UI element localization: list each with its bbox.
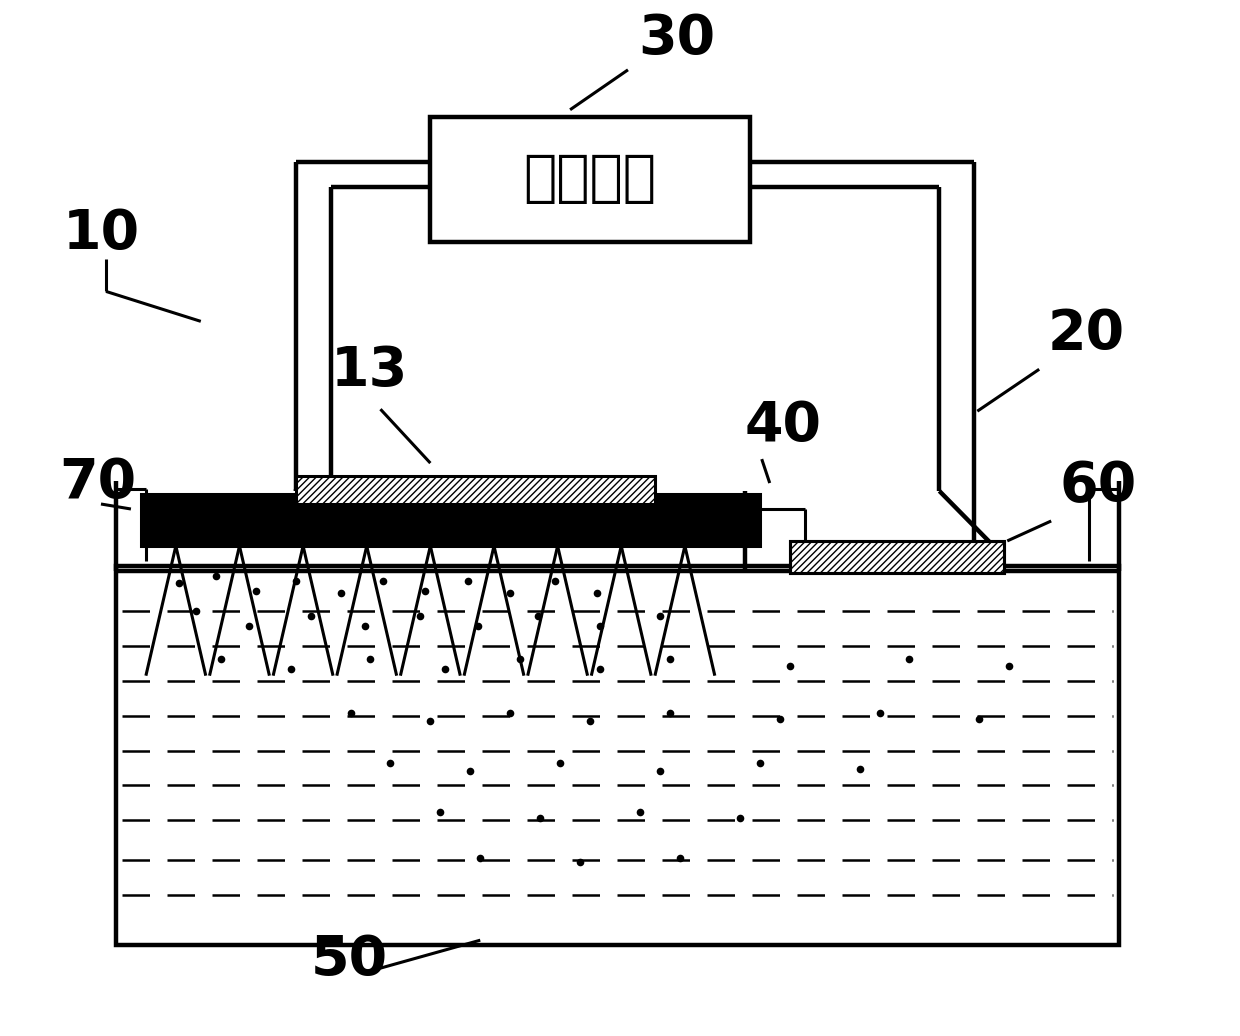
Bar: [790, 541, 1004, 573]
Text: 10: 10: [63, 207, 140, 261]
Text: 60: 60: [1059, 459, 1136, 513]
Bar: [117, 566, 1118, 945]
Bar: [430, 117, 750, 241]
Text: 13: 13: [331, 344, 408, 398]
Bar: [141, 494, 760, 546]
Text: 直流电源: 直流电源: [523, 152, 656, 206]
Text: 40: 40: [745, 399, 822, 453]
Text: 70: 70: [60, 456, 136, 510]
Text: 50: 50: [310, 933, 388, 987]
Bar: [790, 541, 1004, 573]
Text: 20: 20: [1048, 308, 1125, 362]
Bar: [295, 477, 655, 503]
Text: 30: 30: [637, 11, 715, 66]
